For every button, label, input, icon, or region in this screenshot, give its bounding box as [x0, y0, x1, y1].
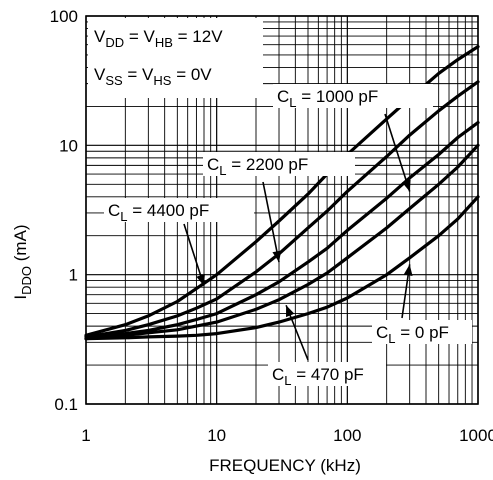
condition-text: = V	[124, 27, 155, 46]
series-line-3	[84, 143, 480, 341]
y-axis-label-sub: DDO	[19, 266, 34, 295]
series-label-4: CL = 0 pF	[376, 323, 449, 346]
series-label-main: C	[277, 87, 289, 106]
callout-bg-3	[268, 362, 386, 386]
series-label-sub: L	[120, 209, 127, 224]
series-label-sub: L	[219, 163, 226, 178]
y-tick-label: 100	[50, 7, 78, 26]
condition-text: = 0V	[171, 65, 212, 84]
series-line-4	[84, 195, 480, 341]
condition-subscript: DD	[105, 35, 124, 50]
series-label-rest: = 0 pF	[396, 323, 449, 342]
callout-arrow-2	[384, 113, 411, 192]
x-tick-label: 100	[333, 426, 361, 445]
series-label-main: C	[376, 323, 388, 342]
series-label-rest: = 1000 pF	[297, 87, 379, 106]
callout-arrowhead-1	[272, 250, 282, 263]
y-axis-label: IDDO (mA)	[11, 224, 34, 299]
callout-arrowhead-3	[286, 305, 295, 318]
series-label-rest: = 470 pF	[292, 365, 364, 384]
condition-text: = V	[123, 65, 154, 84]
series-label-sub: L	[284, 373, 291, 388]
condition-line: VSS = VHS = 0V	[94, 65, 212, 88]
callout-arrowhead-4	[403, 264, 413, 276]
series-label-2: CL = 1000 pF	[277, 87, 378, 110]
callout-bg-4	[372, 320, 472, 344]
x-tick-label: 1000	[459, 426, 493, 445]
condition-text: V	[94, 65, 106, 84]
series-label-3: CL = 470 pF	[272, 365, 364, 388]
x-axis-label: FREQUENCY (kHz)	[209, 456, 361, 475]
condition-text: V	[94, 27, 106, 46]
x-tick-label: 10	[207, 426, 226, 445]
series-label-sub: L	[289, 95, 296, 110]
series-label-main: C	[108, 201, 120, 220]
callout-arrow-1	[262, 181, 280, 263]
series-label-0: CL = 4400 pF	[108, 201, 209, 224]
callout-arrowhead-2	[402, 179, 411, 192]
callout-bg-0	[104, 198, 254, 222]
series-label-main: C	[272, 365, 284, 384]
plot-frame	[85, 15, 479, 405]
series-label-rest: = 4400 pF	[128, 201, 210, 220]
series-line-1	[84, 80, 480, 339]
condition-subscript: HB	[155, 35, 173, 50]
series-label-sub: L	[388, 331, 395, 346]
condition-subscript: HS	[153, 73, 171, 88]
series-label-rest: = 2200 pF	[227, 155, 309, 174]
y-tick-label: 1	[69, 266, 78, 285]
callout-bg-2	[273, 84, 433, 108]
x-tick-label: 1	[81, 426, 90, 445]
series-label-1: CL = 2200 pF	[207, 155, 308, 178]
series-line-2	[84, 121, 480, 339]
condition-line: VDD = VHB = 12V	[94, 27, 223, 50]
callout-arrowhead-0	[196, 273, 205, 286]
condition-subscript: SS	[105, 73, 123, 88]
condition-text: = 12V	[173, 27, 223, 46]
y-tick-label: 0.1	[54, 395, 78, 414]
y-tick-label: 10	[59, 136, 78, 155]
y-axis-label-unit: (mA)	[11, 224, 30, 266]
y-axis-label-main: I	[11, 295, 30, 300]
callout-bg-1	[203, 152, 355, 176]
series-label-main: C	[207, 155, 219, 174]
conditions-bg	[88, 18, 263, 98]
